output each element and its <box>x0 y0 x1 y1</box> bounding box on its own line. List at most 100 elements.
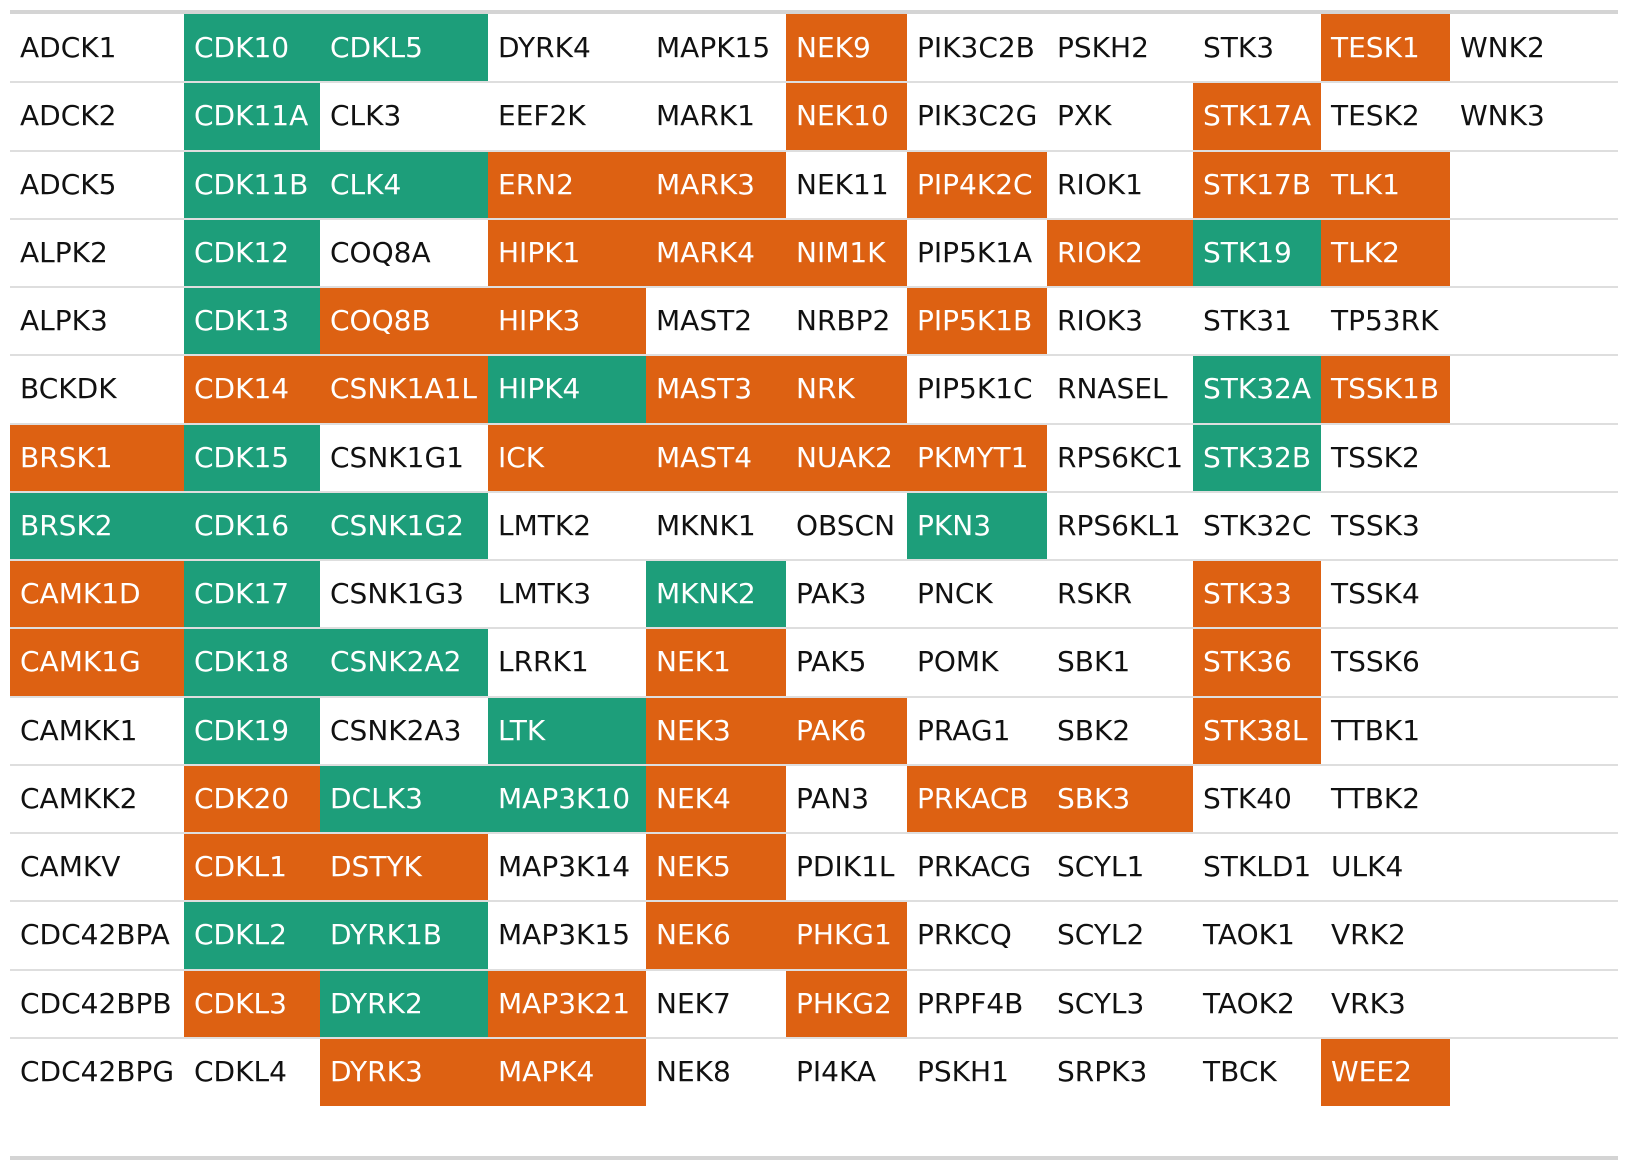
kinase-cell: STKLD1 <box>1203 850 1312 884</box>
kinase-cell: DCLK3 <box>320 764 488 833</box>
kinase-cell <box>1450 355 1618 423</box>
kinase-cell: STK3 <box>1203 31 1275 65</box>
kinase-cell: TBCK <box>1203 1054 1277 1088</box>
kinase-cell <box>1450 970 1618 1038</box>
kinase-cell: RPS6KL1 <box>1057 508 1181 542</box>
kinase-cell: NEK9 <box>786 14 907 83</box>
kinase-cell: CAMKK1 <box>20 713 138 747</box>
kinase-cell: MKNK2 <box>646 560 786 629</box>
kinase-cell: STK40 <box>1203 781 1292 815</box>
kinase-cell: RIOK2 <box>1047 218 1193 287</box>
kinase-cell: CDK13 <box>184 287 320 356</box>
kinase-cell: TESK2 <box>1331 99 1420 133</box>
kinase-cell <box>1450 492 1618 560</box>
kinase-cell: PIP5K1A <box>917 235 1033 269</box>
kinase-cell: TLK1 <box>1321 150 1450 219</box>
kinase-cell: SBK3 <box>1047 764 1193 833</box>
kinase-cell: DYRK2 <box>320 969 488 1038</box>
kinase-cell: CDKL1 <box>184 833 320 902</box>
kinase-cell: CDK16 <box>184 491 320 560</box>
kinase-cell <box>1450 697 1618 765</box>
kinase-cell: LRRK1 <box>498 645 589 679</box>
kinase-cell <box>1450 628 1618 696</box>
kinase-cell: NEK10 <box>786 82 907 151</box>
kinase-cell: RSKR <box>1057 577 1133 611</box>
kinase-cell: NRBP2 <box>796 304 891 338</box>
kinase-cell: TTBK1 <box>1331 713 1421 747</box>
kinase-cell: NEK7 <box>656 986 731 1020</box>
kinase-cell: NEK6 <box>646 901 786 970</box>
kinase-cell: MAP3K10 <box>488 764 646 833</box>
kinase-cell: CDC42BPA <box>20 918 170 952</box>
row-separator <box>10 149 1618 152</box>
kinase-cell: MAPK4 <box>488 1037 646 1106</box>
kinase-cell: BRSK2 <box>10 491 184 560</box>
row-separator <box>10 763 1618 766</box>
kinase-cell: MAST4 <box>646 423 786 492</box>
kinase-cell: TP53RK <box>1331 304 1439 338</box>
kinase-cell: STK17B <box>1193 150 1321 219</box>
kinase-cell: DYRK3 <box>320 1037 488 1106</box>
kinase-cell: CDKL4 <box>194 1054 287 1088</box>
kinase-cell: MAP3K15 <box>498 918 631 952</box>
kinase-cell: CSNK1A1L <box>320 355 488 424</box>
kinase-cell: NEK4 <box>646 764 786 833</box>
kinase-cell <box>1450 833 1618 901</box>
kinase-cell: DSTYK <box>320 833 488 902</box>
kinase-cell: CDKL3 <box>184 969 320 1038</box>
kinase-cell: CDK19 <box>184 696 320 765</box>
kinase-cell: DYRK4 <box>498 31 591 65</box>
kinase-cell: SCYL1 <box>1057 850 1145 884</box>
kinase-cell: NEK11 <box>796 167 889 201</box>
kinase-cell: CDK11A <box>184 82 320 151</box>
kinase-cell: TSSK2 <box>1331 440 1420 474</box>
kinase-cell: ULK4 <box>1331 850 1404 884</box>
kinase-cell: PHKG2 <box>786 969 907 1038</box>
kinase-cell: WNK3 <box>1460 99 1545 133</box>
kinase-cell: PXK <box>1057 99 1112 133</box>
kinase-cell: SRPK3 <box>1057 1054 1148 1088</box>
row-separator <box>10 559 1618 561</box>
kinase-cell: CDKL5 <box>320 14 488 83</box>
kinase-cell: CAMK1D <box>10 560 184 629</box>
kinase-cell: COQ8A <box>330 235 431 269</box>
kinase-table: ADCK1 ADCK2 ADCK5 ALPK2 ALPK3 BCKDK BRSK1 BRSK2… <box>10 10 1618 1160</box>
kinase-cell: RPS6KC1 <box>1057 440 1184 474</box>
kinase-cell: BRSK1 <box>10 423 184 492</box>
row-separator <box>10 968 1618 971</box>
kinase-cell: PIP5K1B <box>907 287 1047 356</box>
kinase-cell: CDK10 <box>184 14 320 83</box>
kinase-cell: TAOK1 <box>1203 918 1295 952</box>
kinase-cell: TSSK3 <box>1331 508 1420 542</box>
kinase-cell: CDC42BPG <box>20 1054 175 1088</box>
kinase-cell: PI4KA <box>796 1054 876 1088</box>
row-separator <box>10 490 1618 493</box>
kinase-cell: SCYL3 <box>1057 986 1145 1020</box>
kinase-cell: CSNK2A3 <box>330 713 462 747</box>
kinase-cell: STK32A <box>1193 355 1321 424</box>
kinase-cell: PRAG1 <box>917 713 1011 747</box>
kinase-cell: CDK14 <box>184 355 320 424</box>
kinase-cell: PRKACG <box>917 850 1032 884</box>
kinase-cell: CAMK1G <box>10 628 184 697</box>
kinase-cell: STK38L <box>1193 696 1321 765</box>
kinase-cell: PKN3 <box>907 491 1047 560</box>
kinase-cell: PIP5K1C <box>917 372 1033 406</box>
row-separator <box>10 627 1618 630</box>
kinase-cell: PIP4K2C <box>907 150 1047 219</box>
kinase-cell: MAP3K21 <box>488 969 646 1038</box>
kinase-cell: MAST2 <box>656 304 753 338</box>
kinase-cell: VRK2 <box>1331 918 1406 952</box>
row-separator <box>10 1036 1618 1039</box>
kinase-cell: CSNK1G2 <box>320 491 488 560</box>
row-separator <box>10 422 1618 425</box>
kinase-cell: STK17A <box>1193 82 1321 151</box>
kinase-cell: ADCK1 <box>20 31 117 65</box>
kinase-cell: STK33 <box>1193 560 1321 629</box>
row-separator <box>10 217 1618 220</box>
kinase-cell: CAMKK2 <box>20 781 138 815</box>
row-separator <box>10 832 1618 834</box>
kinase-cell: MARK4 <box>646 218 786 287</box>
kinase-cell: STK31 <box>1203 304 1292 338</box>
kinase-cell: CDK20 <box>184 764 320 833</box>
